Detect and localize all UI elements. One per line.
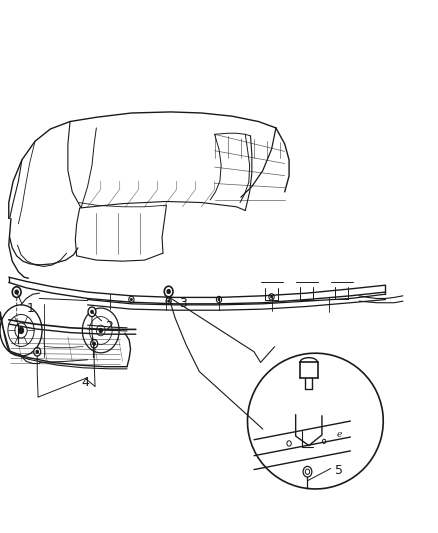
Circle shape (91, 340, 98, 348)
Text: 3: 3 (179, 297, 187, 310)
Circle shape (34, 348, 41, 356)
Circle shape (129, 296, 134, 303)
Circle shape (216, 296, 222, 303)
Circle shape (269, 294, 274, 300)
Circle shape (12, 287, 21, 297)
Circle shape (88, 307, 96, 317)
Circle shape (91, 310, 93, 313)
Text: 1: 1 (26, 302, 34, 314)
Circle shape (305, 469, 310, 474)
Circle shape (93, 342, 95, 345)
Circle shape (218, 298, 220, 301)
Text: 5: 5 (335, 464, 343, 477)
Circle shape (36, 350, 39, 353)
Circle shape (164, 286, 173, 297)
Circle shape (167, 289, 170, 294)
Circle shape (15, 290, 18, 294)
Circle shape (287, 441, 291, 446)
Circle shape (322, 439, 326, 443)
Circle shape (303, 466, 312, 477)
Text: 4: 4 (81, 376, 89, 389)
Circle shape (131, 298, 132, 301)
Circle shape (168, 300, 170, 302)
Circle shape (166, 298, 171, 304)
Text: e: e (337, 430, 342, 439)
Circle shape (271, 296, 272, 298)
Circle shape (18, 327, 24, 334)
Text: 2: 2 (105, 320, 113, 333)
Circle shape (99, 328, 102, 333)
